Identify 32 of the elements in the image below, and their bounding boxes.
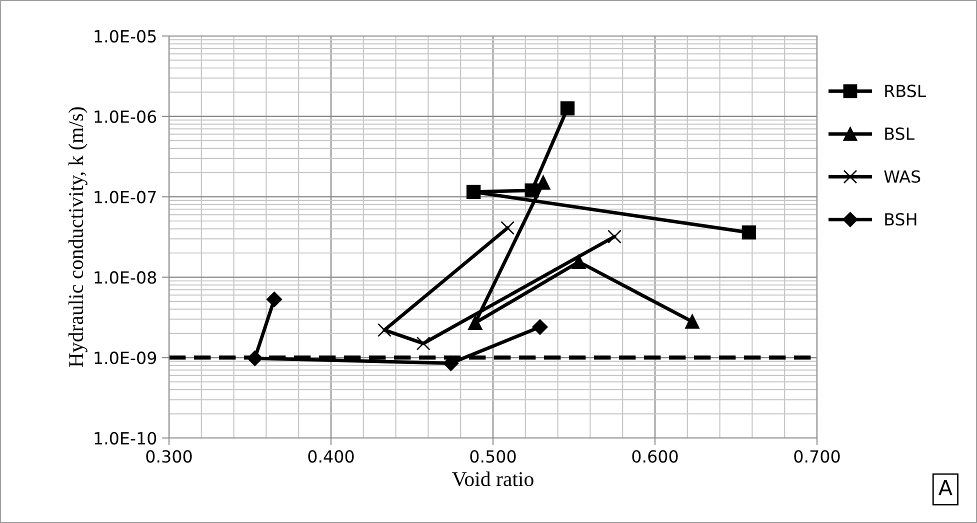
legend-label: RBSL xyxy=(885,84,926,98)
y-tick-label: 1.0E-09 xyxy=(94,352,156,364)
point xyxy=(247,350,263,366)
point xyxy=(468,316,482,330)
x-tick-label: 0.500 xyxy=(470,450,516,463)
y-tick-label: 1.0E-05 xyxy=(94,30,156,43)
x-axis-title: Void ratio xyxy=(452,471,534,486)
x-tick-label: 0.300 xyxy=(146,450,192,463)
y-tick-label: 1.0E-10 xyxy=(94,432,156,445)
point xyxy=(378,323,392,338)
point xyxy=(266,292,282,308)
point xyxy=(572,254,586,269)
legend-label: BSH xyxy=(885,213,916,226)
text: A xyxy=(938,480,952,496)
point xyxy=(685,314,700,329)
point xyxy=(466,184,481,200)
y-tick-label: 1.0E-08 xyxy=(94,271,156,284)
point xyxy=(532,319,548,335)
point xyxy=(608,230,622,244)
point xyxy=(443,356,459,371)
point xyxy=(742,225,756,240)
y-axis-title: Hydraulic conductivity, k (m/s) xyxy=(68,107,88,368)
point xyxy=(500,220,515,235)
legend-label: WAS xyxy=(884,170,920,183)
x-tick-label: 0.400 xyxy=(308,450,354,463)
x-tick-label: 0.600 xyxy=(632,450,678,463)
x-tick-label: 0.700 xyxy=(794,450,840,463)
point xyxy=(560,101,575,116)
legend-label: BSL xyxy=(885,127,914,140)
y-tick-label: 1.0E-07 xyxy=(94,190,156,204)
point xyxy=(416,336,430,350)
y-tick-label: 1.0E-06 xyxy=(94,110,156,123)
